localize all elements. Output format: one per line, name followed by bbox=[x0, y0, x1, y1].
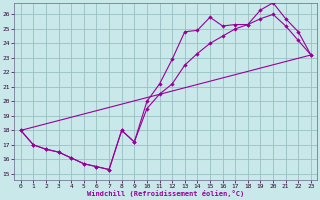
X-axis label: Windchill (Refroidissement éolien,°C): Windchill (Refroidissement éolien,°C) bbox=[87, 190, 244, 197]
